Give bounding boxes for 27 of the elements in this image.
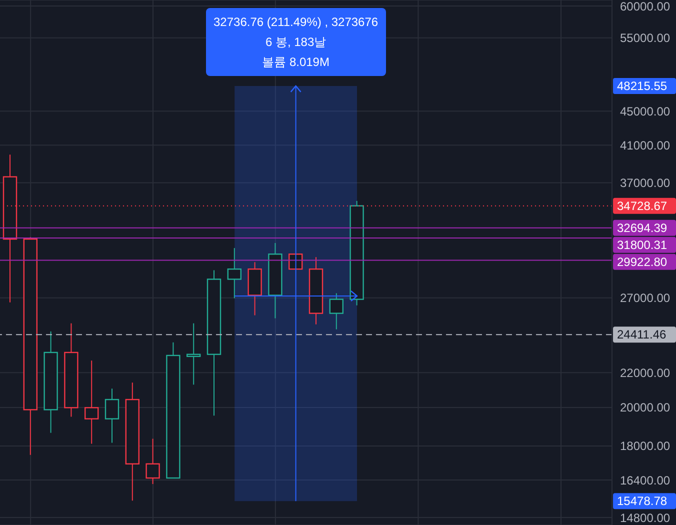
ref-line-label: 24411.46 [617, 328, 666, 342]
candlestick [104, 388, 120, 444]
candlestick [146, 438, 160, 485]
y-tick-label: 41000.00 [620, 138, 670, 152]
y-tick-label: 16400.00 [620, 473, 670, 488]
y-tick-label: 45000.00 [620, 104, 670, 118]
ref-line-label: 34728.67 [617, 198, 668, 213]
text: 48215.55 [617, 78, 668, 93]
y-tick-label: 20000.00 [620, 400, 670, 415]
candlestick [84, 360, 99, 444]
ref-line-label: 32694.39 [617, 220, 668, 235]
y-tick-label: 14800.00 [620, 510, 670, 525]
annotation: 볼륨 8.019M [261, 54, 330, 71]
ref-line-label: 29922.80 [617, 254, 668, 269]
candlestick [329, 292, 344, 330]
y-tick-label: 60000.00 [620, 0, 670, 14]
candlestick [227, 248, 242, 299]
y-tick-label: 37000.00 [620, 176, 670, 190]
y-tick-label: 55000.00 [620, 31, 670, 46]
y-tick-label: 27000.00 [620, 291, 670, 306]
annotation: 32736.76 (211.49%) , 3273676 [212, 14, 380, 31]
ref-line-label: 31800.31 [617, 238, 668, 252]
annotation: 6 봉, 183날 [264, 34, 328, 51]
y-tick-label: 22000.00 [620, 366, 670, 380]
y-tick-label: 18000.00 [620, 439, 670, 454]
text: 15478.78 [617, 494, 668, 508]
candlestick [186, 322, 201, 386]
